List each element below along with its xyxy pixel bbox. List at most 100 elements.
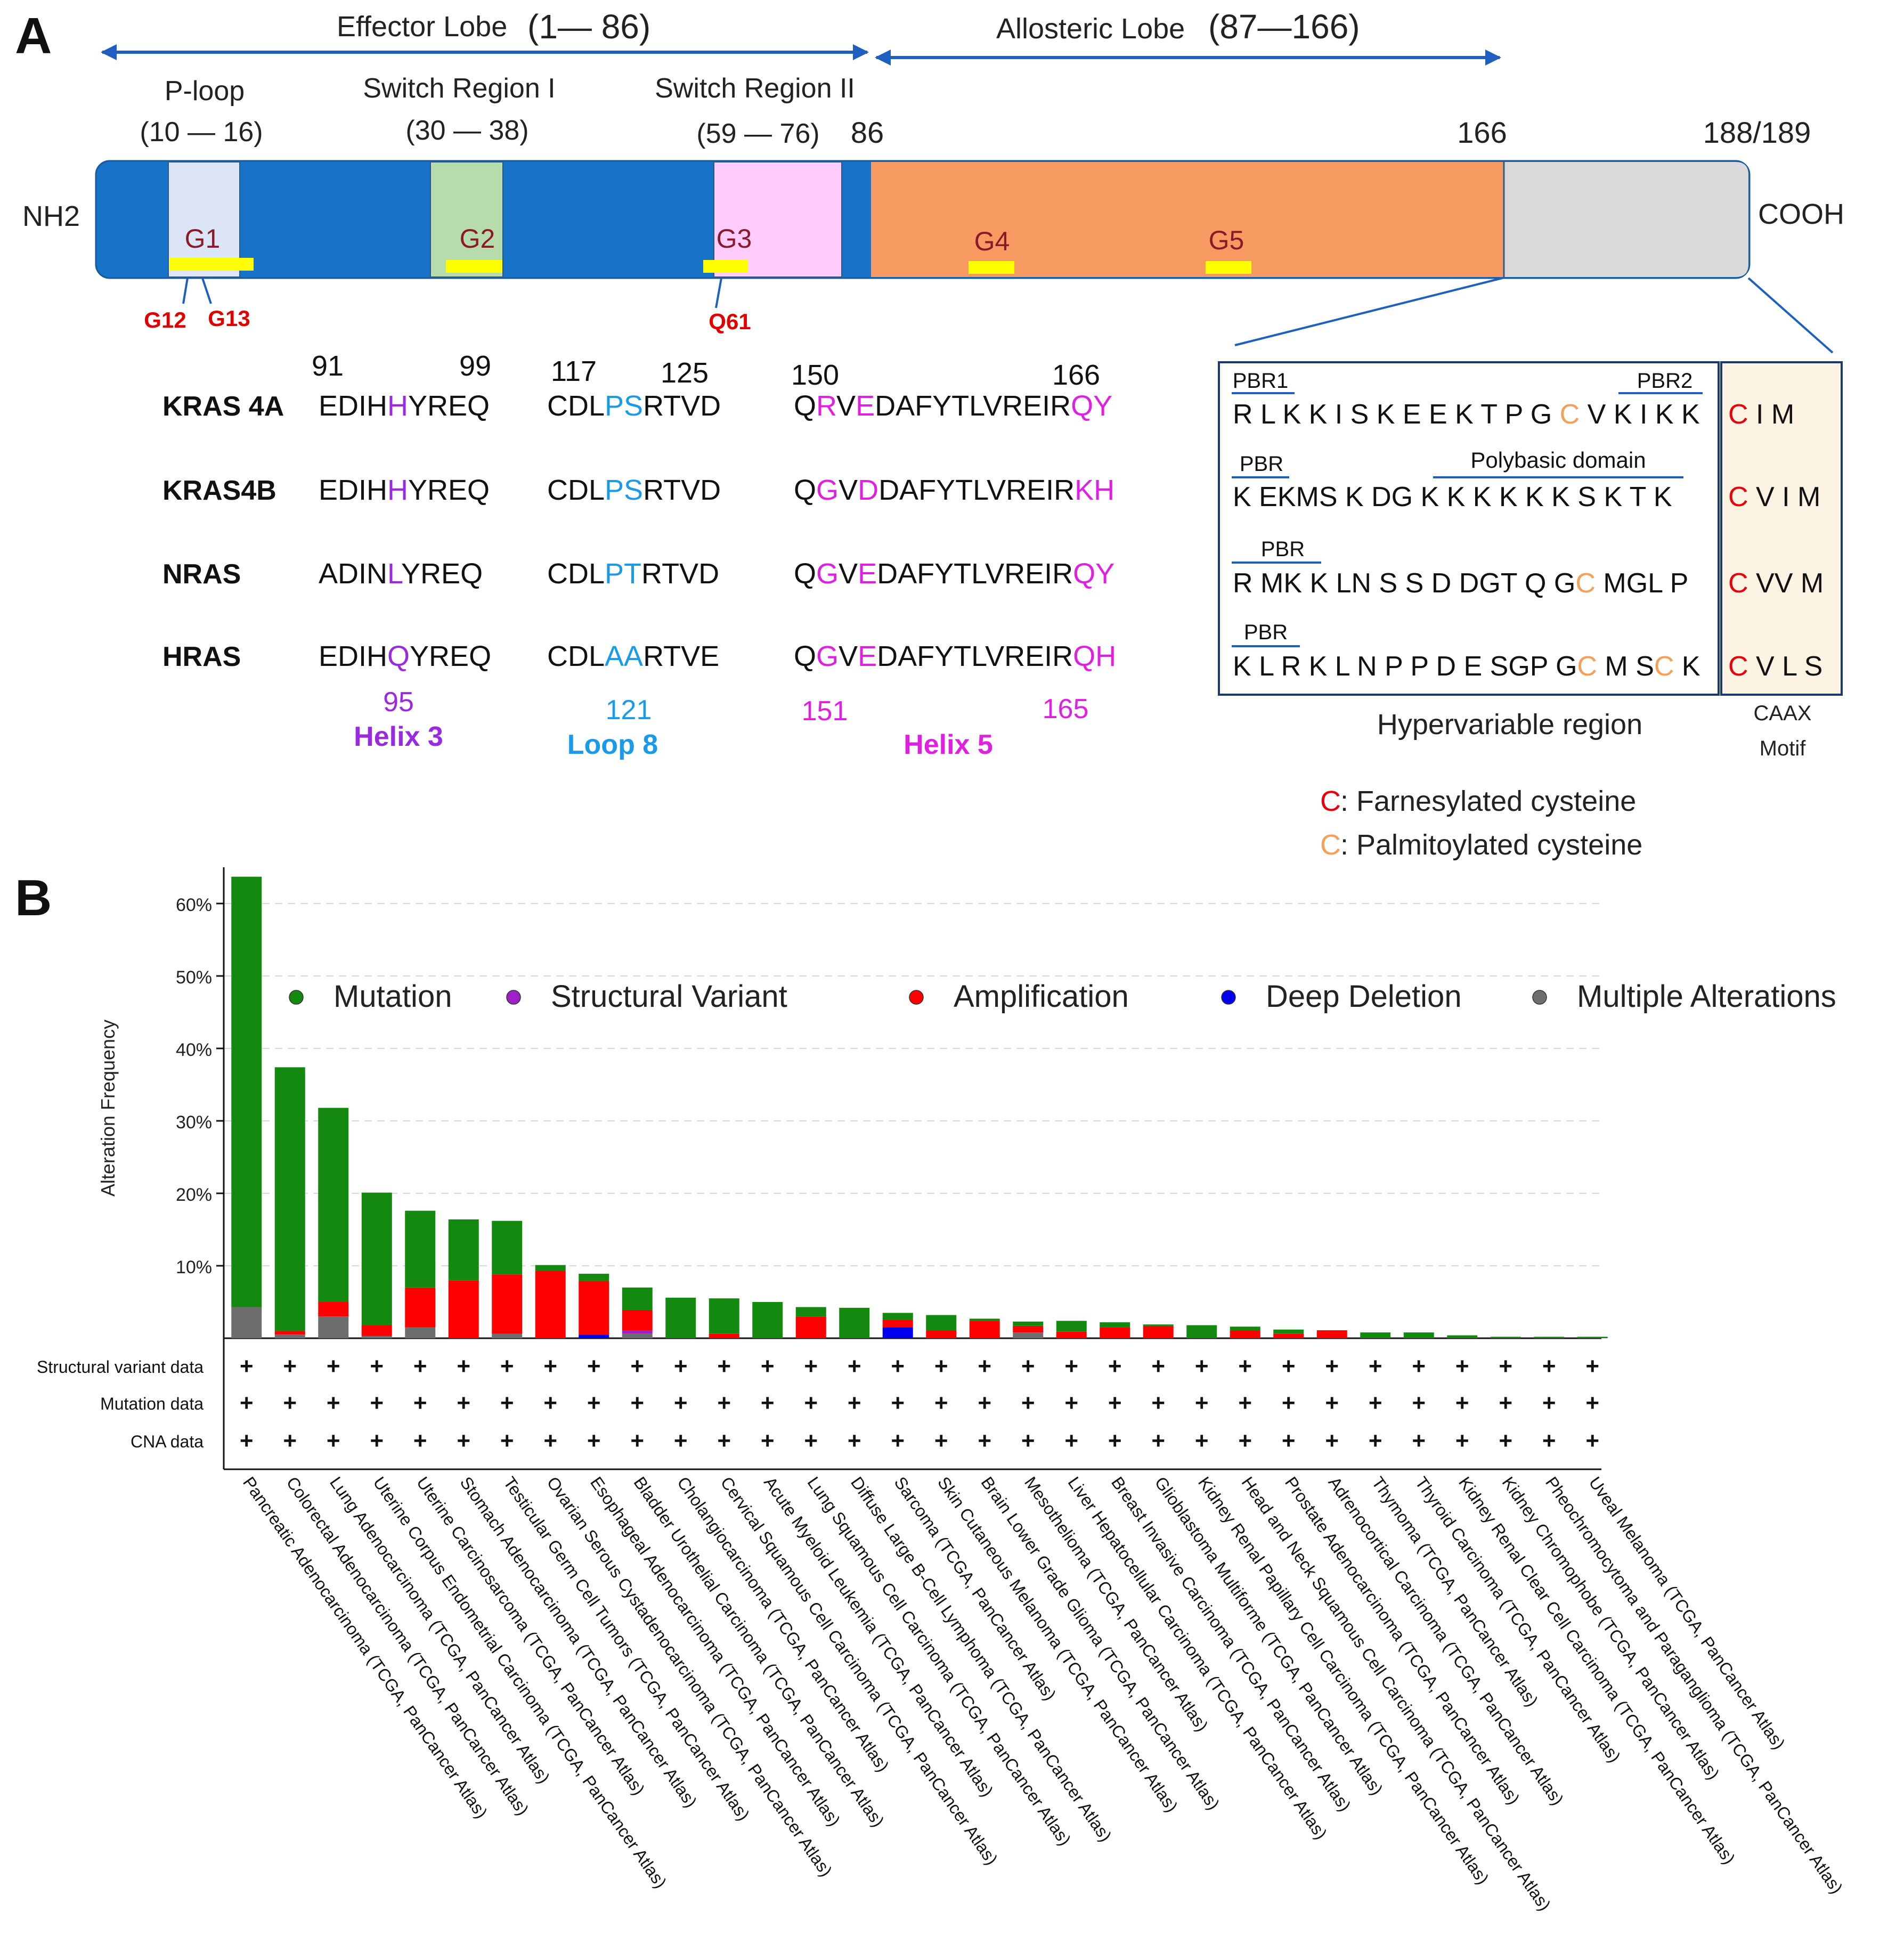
legend-label: Structural Variant xyxy=(551,979,787,1014)
bar-mutation xyxy=(1577,1337,1608,1338)
seq-number-99: 99 xyxy=(459,350,491,382)
g1-label: G1 xyxy=(185,224,221,254)
track-marker: + xyxy=(978,1428,991,1454)
helix3-sequence-part: YREQ xyxy=(408,390,490,422)
palmitoyl-legend-text: : Palmitoylated cysteine xyxy=(1340,829,1642,861)
helix5-sequence-part: E xyxy=(856,390,875,422)
track-marker: + xyxy=(543,1390,557,1416)
track-marker: + xyxy=(1021,1428,1035,1454)
bar-mutation xyxy=(318,1108,349,1302)
hvr-panel: R L K K I S K E E K T P G C V K I K K K E… xyxy=(1218,361,1843,861)
loop8-sequence-part: PT xyxy=(605,558,641,590)
legend-marker xyxy=(289,990,304,1005)
track-marker: + xyxy=(283,1390,297,1416)
helix5-sequence: QGVDDAFYTLVREIRKH xyxy=(794,474,1114,506)
helix3-sequence-part: L xyxy=(387,558,403,590)
track-marker: + xyxy=(457,1353,470,1379)
track-marker: + xyxy=(1499,1390,1512,1416)
y-tick-label: 20% xyxy=(176,1185,212,1205)
bar-mutation xyxy=(535,1265,566,1271)
bar-mutation xyxy=(1403,1332,1434,1338)
p-loop-range: (10 — 16) xyxy=(140,117,263,148)
track-marker: + xyxy=(761,1390,775,1416)
track-marker: + xyxy=(1282,1353,1296,1379)
track-marker: + xyxy=(934,1353,948,1379)
track-marker: + xyxy=(1195,1428,1209,1454)
track-marker: + xyxy=(1325,1428,1339,1454)
bar-mutation xyxy=(361,1192,392,1325)
allosteric-region xyxy=(871,162,1504,277)
bar-mutation xyxy=(622,1287,653,1310)
helix3-sequence-part: YREQ xyxy=(401,558,483,590)
track-marker: + xyxy=(1412,1428,1426,1454)
track-marker: + xyxy=(1064,1353,1078,1379)
track-marker: + xyxy=(283,1353,297,1379)
track-marker: + xyxy=(804,1390,818,1416)
switch-1-box xyxy=(430,161,503,278)
track-marker: + xyxy=(674,1390,688,1416)
legend-marker xyxy=(1532,990,1547,1005)
pbr-label-2: PBR xyxy=(1240,452,1283,476)
effector-lobe-name: Effector Lobe xyxy=(337,11,507,43)
track-marker: + xyxy=(457,1390,470,1416)
alignment-rows: KRAS 4A EDIHHYREQ CDLPSRTVD QRVEDAFYTLVREIR… xyxy=(162,390,1116,672)
seq-number-125: 125 xyxy=(661,357,709,389)
caax-sequence-part: C xyxy=(1728,399,1748,430)
g2-label: G2 xyxy=(460,224,495,254)
bar-mutation xyxy=(709,1298,739,1334)
track-marker: + xyxy=(848,1353,861,1379)
caax-sequence-part: V L S xyxy=(1748,651,1823,682)
bar-amplification xyxy=(1273,1333,1304,1338)
hvr-sequence-part: K EKMS K DG K K K K K K S K T K xyxy=(1233,482,1672,512)
caax-box xyxy=(1720,361,1843,696)
helix5-sequence: QRVEDAFYTLVREIRQY xyxy=(794,390,1112,422)
zoom-line-left xyxy=(1234,277,1503,346)
helix5-sequence-part: DAFYTLVREIR xyxy=(877,558,1073,590)
pbr1-label: PBR1 xyxy=(1233,369,1289,393)
legend-marker xyxy=(506,990,521,1005)
track-marker: + xyxy=(413,1353,427,1379)
bar-amplification xyxy=(926,1330,957,1338)
bar-amplification xyxy=(1230,1330,1260,1338)
bar-mutation xyxy=(1230,1327,1260,1331)
track-marker: + xyxy=(1369,1428,1382,1454)
bar-amplification xyxy=(882,1320,913,1328)
helix5-sequence-part: Q xyxy=(794,558,816,590)
helix5-sequence-part: D xyxy=(858,474,878,506)
helix3-sequence: EDIHHYREQ xyxy=(319,474,490,506)
track-marker: + xyxy=(1064,1428,1078,1454)
track-marker: + xyxy=(1542,1428,1556,1454)
track-marker: + xyxy=(1542,1390,1556,1416)
helix5-sequence-part: V xyxy=(839,640,858,672)
helix3-sequence-part: EDIH xyxy=(319,390,387,422)
helix5-sequence-part: G xyxy=(816,640,839,672)
helix5-sequence: QGVEDAFYTLVREIRQH xyxy=(794,640,1116,672)
bar-multiple-alterations xyxy=(361,1336,392,1338)
bar-mutation xyxy=(405,1210,436,1288)
track-marker: + xyxy=(1238,1428,1252,1454)
g12-hotspot: G12 xyxy=(144,307,186,332)
seq-number-165: 165 xyxy=(1043,694,1089,725)
track-marker: + xyxy=(1108,1353,1122,1379)
y-tick-label: 10% xyxy=(176,1257,212,1277)
caax-sequence: C VV M xyxy=(1728,568,1824,599)
track-label: CNA data xyxy=(131,1432,204,1451)
helix5-sequence-part: E xyxy=(858,558,877,590)
caax-sequence-part: I M xyxy=(1748,399,1795,430)
farnesyl-legend-text: : Farnesylated cysteine xyxy=(1340,785,1636,817)
track-marker: + xyxy=(1195,1353,1209,1379)
helix5-sequence-part: DAFYTLVREIR xyxy=(875,390,1071,422)
bar-multiple-alterations xyxy=(274,1334,305,1338)
bar-multiple-alterations xyxy=(622,1333,653,1338)
position-86: 86 xyxy=(851,116,884,149)
caax-sequence-part: V I M xyxy=(1748,482,1821,512)
legend-marker xyxy=(1221,990,1236,1005)
bar-amplification xyxy=(274,1331,305,1335)
alteration-chart: 10%20%30%40%50%60% Alteration Frequency … xyxy=(37,867,1846,1914)
loop8-sequence-part: CDL xyxy=(547,558,605,590)
track-marker: + xyxy=(891,1353,905,1379)
helix5-sequence-part: QY xyxy=(1071,390,1112,422)
x-tick-label: Pheochromocytoma and Paraganglioma (TCGA… xyxy=(1542,1473,1846,1897)
track-marker: + xyxy=(1369,1390,1382,1416)
y-tick-label: 50% xyxy=(176,967,212,988)
